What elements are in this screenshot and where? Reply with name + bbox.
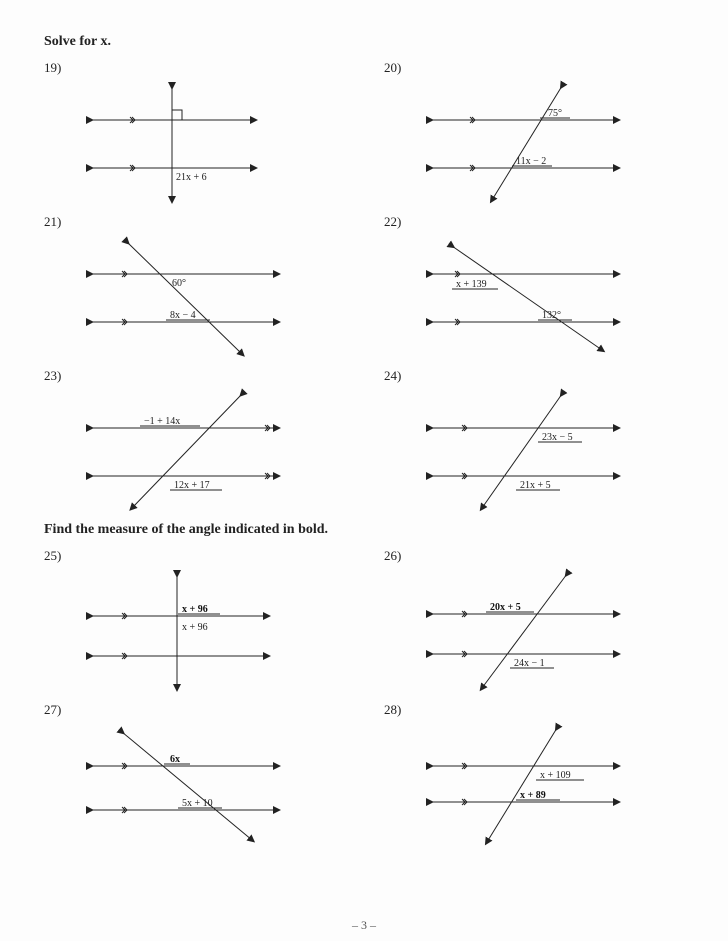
figure: −1 + 14x 12x + 17 bbox=[72, 386, 344, 516]
diagram-svg: 21x + 6 bbox=[72, 78, 272, 208]
angle-label: 21x + 5 bbox=[520, 480, 551, 491]
problem-22: 22) x + 139 132° bbox=[384, 214, 684, 362]
diagram-svg: x + 139 132° bbox=[412, 232, 632, 362]
problem-19: 19) bbox=[44, 60, 344, 208]
section-heading-2: Find the measure of the angle indicated … bbox=[44, 522, 684, 538]
figure: 23x − 5 21x + 5 bbox=[412, 386, 684, 516]
problem-row: 25) x + 96 x + 96 26) bbox=[44, 548, 684, 696]
angle-label: 24x − 1 bbox=[514, 658, 545, 669]
problem-row: 19) bbox=[44, 60, 684, 208]
problem-number: 26) bbox=[384, 548, 684, 564]
problem-number: 21) bbox=[44, 214, 344, 230]
problem-number: 25) bbox=[44, 548, 344, 564]
figure: x + 109 x + 89 bbox=[412, 720, 684, 850]
problem-23: 23) −1 + 14x 12x + 17 bbox=[44, 368, 344, 516]
angle-label: 12x + 17 bbox=[174, 480, 210, 491]
problem-21: 21) 60° 8x − 4 bbox=[44, 214, 344, 362]
problem-row: 21) 60° 8x − 4 22) bbox=[44, 214, 684, 362]
figure: 75° 11x − 2 bbox=[412, 78, 684, 208]
problem-row: 27) 6x 5x + 10 28) bbox=[44, 702, 684, 850]
problem-26: 26) 20x + 5 24x − 1 bbox=[384, 548, 684, 696]
angle-label: 5x + 10 bbox=[182, 798, 213, 809]
figure: 20x + 5 24x − 1 bbox=[412, 566, 684, 696]
angle-label: 8x − 4 bbox=[170, 310, 196, 321]
angle-label: 132° bbox=[542, 310, 561, 321]
angle-label: x + 96 bbox=[182, 622, 208, 633]
angle-label-bold: 20x + 5 bbox=[490, 602, 521, 613]
problem-number: 27) bbox=[44, 702, 344, 718]
angle-label: −1 + 14x bbox=[144, 416, 180, 427]
problem-number: 20) bbox=[384, 60, 684, 76]
problem-25: 25) x + 96 x + 96 bbox=[44, 548, 344, 696]
angle-label: x + 139 bbox=[456, 279, 487, 290]
figure: 6x 5x + 10 bbox=[72, 720, 344, 850]
problem-number: 28) bbox=[384, 702, 684, 718]
problem-27: 27) 6x 5x + 10 bbox=[44, 702, 344, 850]
diagram-svg: 23x − 5 21x + 5 bbox=[412, 386, 632, 516]
section-heading-1: Solve for x. bbox=[44, 34, 684, 50]
problem-number: 24) bbox=[384, 368, 684, 384]
problem-number: 19) bbox=[44, 60, 344, 76]
problem-28: 28) x + 109 x + 89 bbox=[384, 702, 684, 850]
angle-label: 11x − 2 bbox=[516, 156, 546, 167]
angle-label: x + 109 bbox=[540, 770, 571, 781]
figure: x + 139 132° bbox=[412, 232, 684, 362]
angle-label: 60° bbox=[172, 278, 186, 289]
angle-label-bold: x + 89 bbox=[520, 790, 546, 801]
problem-20: 20) 75° 11x − 2 bbox=[384, 60, 684, 208]
problem-number: 23) bbox=[44, 368, 344, 384]
problem-row: 23) −1 + 14x 12x + 17 24) bbox=[44, 368, 684, 516]
angle-label-bold: 6x bbox=[170, 754, 180, 765]
angle-label: 75° bbox=[548, 108, 562, 119]
diagram-svg: 60° 8x − 4 bbox=[72, 232, 292, 362]
problem-24: 24) 23x − 5 21x + 5 bbox=[384, 368, 684, 516]
diagram-svg: 75° 11x − 2 bbox=[412, 78, 632, 208]
diagram-svg: x + 96 x + 96 bbox=[72, 566, 282, 696]
figure: x + 96 x + 96 bbox=[72, 566, 344, 696]
diagram-svg: 20x + 5 24x − 1 bbox=[412, 566, 632, 696]
diagram-svg: x + 109 x + 89 bbox=[412, 720, 632, 850]
diagram-svg: −1 + 14x 12x + 17 bbox=[72, 386, 292, 516]
angle-label-bold: x + 96 bbox=[182, 604, 208, 615]
page-number: – 3 – bbox=[0, 918, 728, 933]
angle-label: 23x − 5 bbox=[542, 432, 573, 443]
diagram-svg: 6x 5x + 10 bbox=[72, 720, 292, 850]
figure: 21x + 6 bbox=[72, 78, 344, 208]
problem-number: 22) bbox=[384, 214, 684, 230]
worksheet-page: Solve for x. 19) bbox=[0, 0, 728, 941]
figure: 60° 8x − 4 bbox=[72, 232, 344, 362]
angle-label: 21x + 6 bbox=[176, 172, 207, 183]
